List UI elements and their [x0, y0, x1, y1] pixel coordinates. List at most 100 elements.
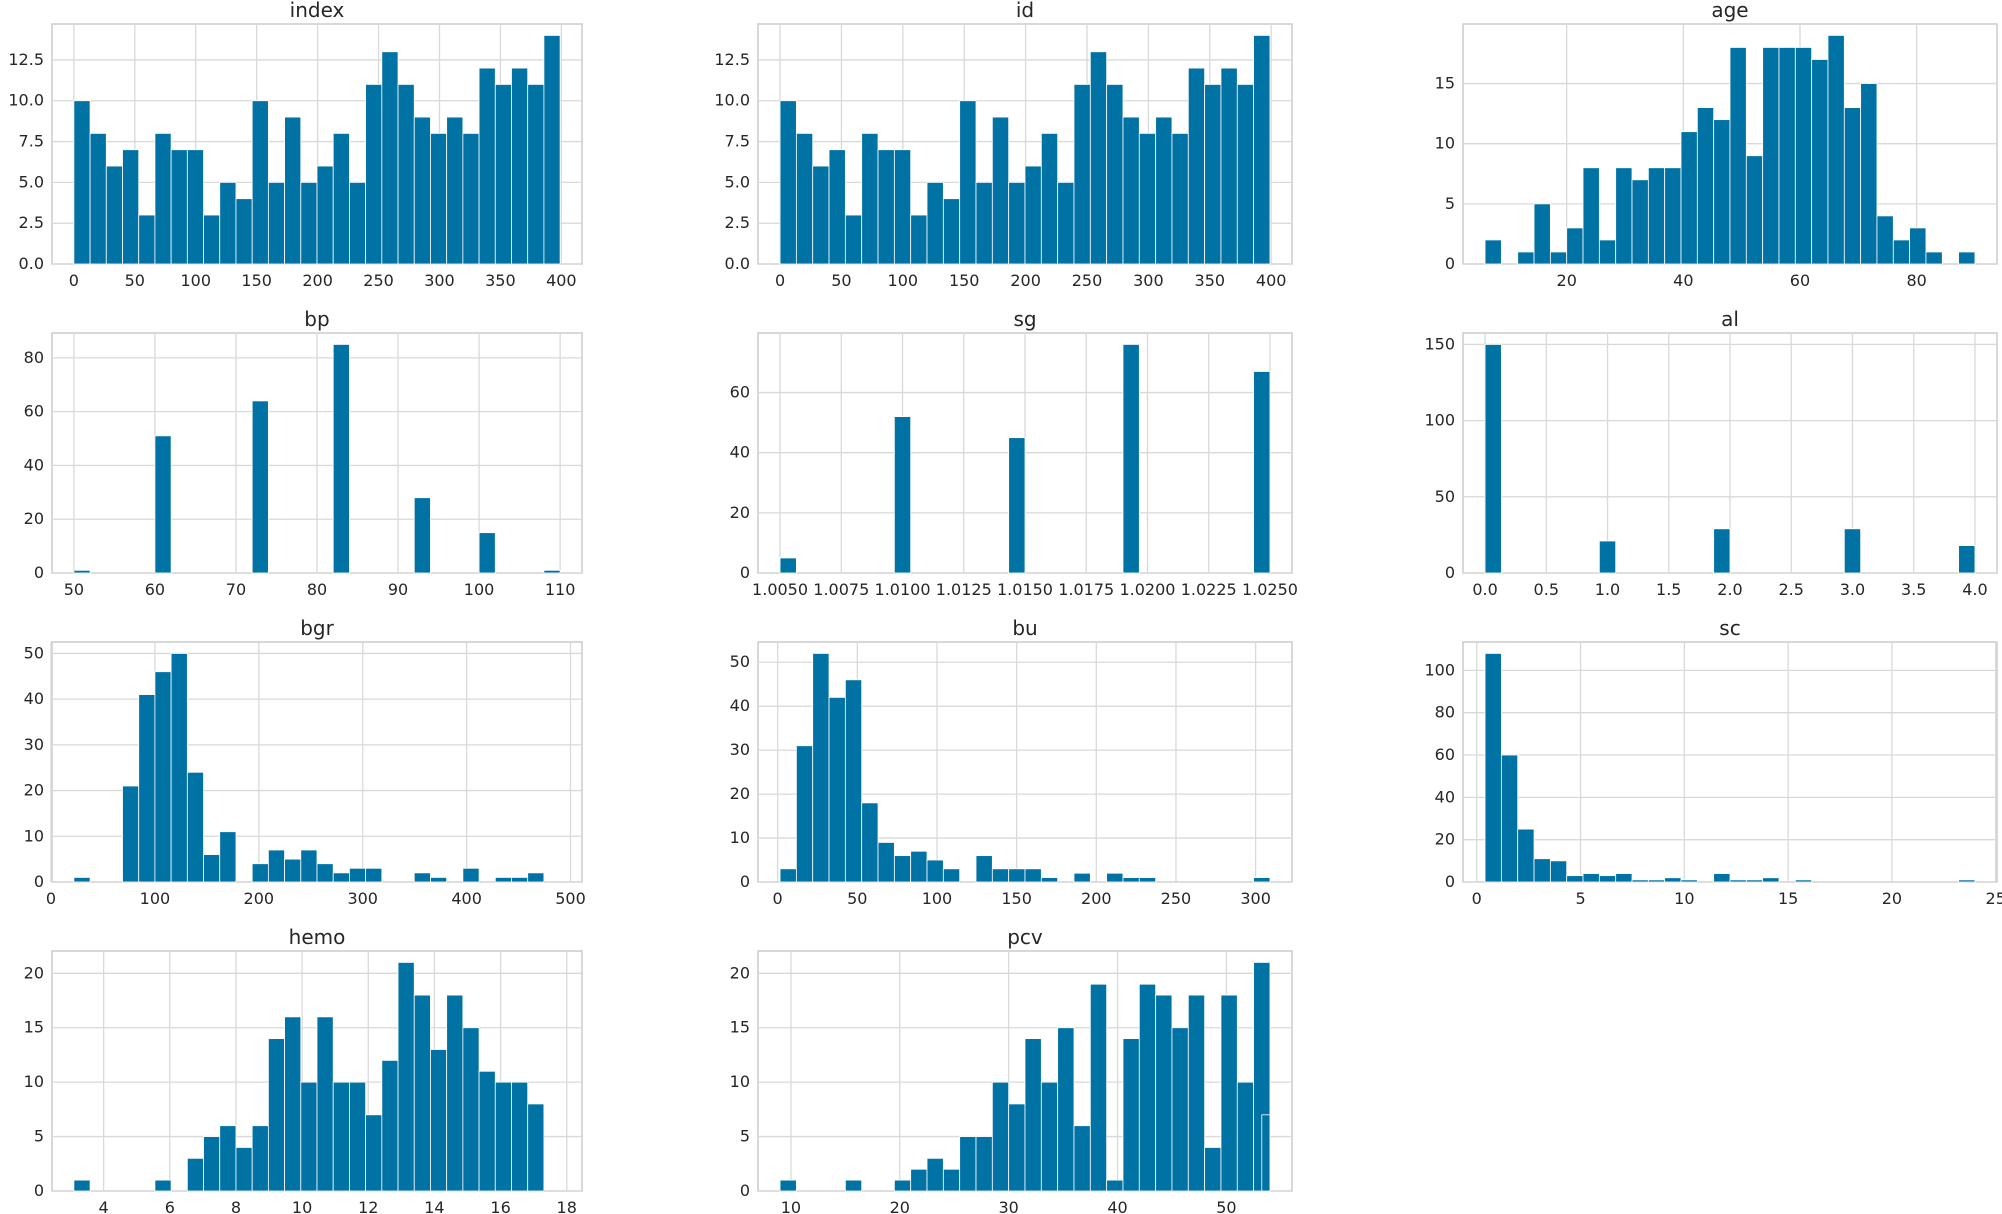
x-tick-label: 10	[781, 1198, 801, 1214]
histogram-bar	[991, 868, 1010, 883]
y-tick-label: 20	[24, 963, 44, 982]
histogram-bar	[975, 1136, 993, 1192]
y-tick-label: 100	[1424, 411, 1455, 430]
x-tick-label: 150	[1001, 889, 1032, 908]
x-tick-label: 350	[1195, 271, 1226, 290]
histogram-bar	[219, 831, 237, 883]
histogram-bar	[332, 132, 350, 265]
y-tick-label: 80	[1435, 703, 1455, 722]
y-tick-label: 40	[730, 443, 750, 462]
histogram-bar	[1057, 181, 1075, 265]
subplot-title: hemo	[289, 925, 346, 949]
x-tick-label: 1.0200	[1119, 580, 1175, 599]
histogram-bar	[1089, 51, 1108, 265]
histogram-bar	[1484, 653, 1502, 883]
histogram-bar	[1909, 227, 1927, 265]
histogram-bar	[1484, 239, 1502, 265]
histogram-bar	[1008, 868, 1026, 883]
y-tick-label: 10.0	[714, 91, 750, 110]
histogram-bar	[1236, 1081, 1255, 1192]
histogram-bar	[284, 1016, 302, 1192]
x-tick-label: 50	[831, 271, 851, 290]
y-tick-label: 0	[34, 1181, 44, 1200]
histogram-bar	[1106, 872, 1124, 883]
y-tick-label: 80	[24, 348, 44, 367]
x-tick-label: 1.0125	[936, 580, 992, 599]
histogram-bar	[926, 181, 944, 265]
histogram-bar	[926, 1157, 944, 1192]
histogram-bar	[844, 214, 863, 265]
histogram-bar	[1220, 994, 1238, 1192]
histogram-bar	[478, 67, 496, 265]
histogram-bar	[1794, 47, 1813, 265]
y-tick-label: 5.0	[19, 172, 44, 191]
x-tick-label: 60	[145, 580, 165, 599]
x-tick-label: 400	[546, 271, 577, 290]
histogram-bar	[413, 872, 431, 883]
histogram-bar	[154, 132, 172, 265]
x-tick-label: 400	[1256, 271, 1287, 290]
x-tick-label: 4	[99, 1198, 109, 1214]
histogram-bar	[413, 497, 431, 574]
y-tick-label: 12.5	[714, 50, 750, 69]
histogram-sc: 0 20 40 60 80 100 0 5 10 15 20 25 sc	[1424, 616, 2002, 908]
histogram-bar	[1745, 155, 1764, 265]
histogram-bar	[1138, 983, 1157, 1192]
histogram-bar	[812, 653, 830, 883]
histogram-bar	[1533, 203, 1551, 265]
x-tick-label: 3.0	[1840, 580, 1865, 599]
histogram-bar	[877, 149, 895, 265]
histogram-bar	[1664, 167, 1682, 265]
histogram-bar	[316, 1016, 334, 1192]
histogram-bar	[812, 165, 830, 265]
histogram-bar	[203, 1136, 221, 1192]
histogram-bar	[349, 181, 367, 265]
histogram-bar	[910, 1168, 928, 1192]
histogram-bar	[1253, 371, 1271, 574]
histogram-bar	[1876, 215, 1894, 265]
histogram-bar	[527, 84, 545, 265]
x-tick-label: 6	[165, 1198, 175, 1214]
y-tick-label: 50	[730, 652, 750, 671]
histogram-bar	[122, 149, 140, 265]
histogram-bar	[154, 671, 172, 883]
histogram-bar	[893, 149, 912, 265]
histogram-bar	[284, 116, 302, 265]
histogram-bar	[1664, 877, 1682, 883]
histogram-bar	[1615, 167, 1633, 265]
x-tick-label: 8	[231, 1198, 241, 1214]
histogram-bar	[1631, 179, 1649, 265]
y-tick-label: 20	[730, 503, 750, 522]
histogram-bar	[365, 84, 383, 265]
histogram-bar	[1598, 875, 1617, 883]
histogram-bar	[1729, 879, 1747, 883]
x-tick-label: 90	[388, 580, 408, 599]
histogram-bar	[413, 994, 431, 1192]
x-tick-label: 1.0175	[1058, 580, 1114, 599]
y-tick-label: 0	[34, 872, 44, 891]
histogram-bar	[893, 416, 912, 574]
histogram-bar	[349, 1081, 367, 1192]
histogram-bar	[1517, 251, 1535, 265]
histogram-bar	[332, 344, 350, 574]
histogram-bar	[397, 962, 415, 1192]
histogram-bar	[910, 214, 928, 265]
histogram-bar	[251, 863, 269, 883]
histogram-bar	[186, 771, 204, 883]
histogram-bar	[251, 100, 269, 265]
x-tick-label: 1.0	[1595, 580, 1620, 599]
histogram-al: 0 50 100 150 0.0 0.5 1.0 1.5 2.0 2.5 3.0 3.5 4.0 al	[1424, 307, 1998, 599]
histogram-bar	[494, 84, 512, 265]
histogram-bar	[267, 181, 285, 265]
histogram-bar	[844, 1179, 863, 1192]
y-tick-label: 40	[730, 696, 750, 715]
histogram-bar	[284, 858, 302, 883]
y-tick-label: 5.0	[725, 172, 750, 191]
y-tick-label: 40	[24, 689, 44, 708]
x-tick-label: 12	[358, 1198, 378, 1214]
subplot-title: sg	[1013, 307, 1036, 331]
histogram-bar	[1745, 879, 1764, 883]
histogram-bar	[1713, 873, 1731, 883]
histogram-bar	[1253, 35, 1271, 265]
histogram-bar	[1024, 165, 1042, 265]
